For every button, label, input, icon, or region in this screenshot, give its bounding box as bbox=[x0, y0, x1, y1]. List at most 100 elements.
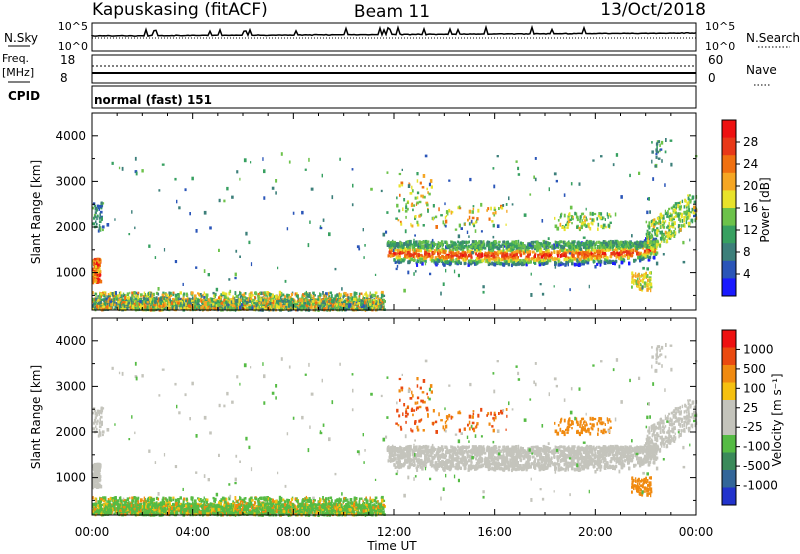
power-cell bbox=[290, 292, 293, 297]
power-cell bbox=[253, 307, 256, 312]
power-cell bbox=[200, 306, 202, 310]
power-cell bbox=[364, 300, 366, 305]
power-cell bbox=[108, 297, 111, 301]
power-cell bbox=[243, 292, 246, 296]
power-cell bbox=[347, 296, 350, 300]
power-cell bbox=[114, 306, 116, 310]
power-cell bbox=[329, 291, 333, 294]
power-cell bbox=[483, 246, 487, 250]
power-cell bbox=[272, 303, 275, 306]
power-cell bbox=[172, 298, 175, 301]
power-cell bbox=[124, 296, 126, 300]
power-cell bbox=[304, 292, 307, 296]
power-cell bbox=[98, 224, 101, 227]
power-cell bbox=[123, 302, 125, 306]
power-cell bbox=[94, 204, 96, 208]
power-cell bbox=[162, 303, 165, 308]
power-cell bbox=[94, 292, 97, 295]
power-cell bbox=[232, 295, 234, 300]
power-cell bbox=[324, 295, 327, 298]
power-cell bbox=[180, 301, 182, 305]
power-cell bbox=[150, 291, 152, 295]
power-cell bbox=[215, 292, 217, 297]
power-cell bbox=[365, 296, 369, 301]
power-cell bbox=[251, 294, 254, 297]
power-cell bbox=[291, 305, 293, 309]
power-cell bbox=[639, 258, 642, 263]
power-cell bbox=[238, 298, 241, 301]
power-cell bbox=[349, 293, 353, 297]
power-cell bbox=[100, 201, 103, 205]
power-cell bbox=[342, 295, 345, 298]
power-cell bbox=[200, 299, 203, 303]
power-cell bbox=[331, 305, 334, 308]
power-cell bbox=[137, 291, 140, 295]
power-cell bbox=[232, 299, 234, 303]
cpid-label: CPID bbox=[8, 89, 40, 103]
nave-tick-top: 60 bbox=[708, 53, 723, 67]
cpid-panel bbox=[91, 85, 697, 109]
power-cell bbox=[374, 291, 378, 295]
power-cell bbox=[223, 306, 226, 310]
power-cell bbox=[360, 299, 364, 302]
power-cell bbox=[178, 303, 180, 307]
power-cell bbox=[257, 294, 260, 297]
power-cell bbox=[97, 204, 101, 208]
power-cell bbox=[491, 261, 494, 266]
power-cell bbox=[95, 304, 99, 309]
power-cell bbox=[278, 299, 281, 304]
power-cell bbox=[115, 298, 118, 301]
power-cell bbox=[174, 293, 178, 298]
power-cell bbox=[554, 261, 557, 265]
power-cell bbox=[264, 304, 267, 308]
power-cell bbox=[172, 293, 175, 297]
power-cell bbox=[271, 299, 274, 302]
power-cell bbox=[99, 212, 101, 216]
power-cell bbox=[322, 307, 326, 312]
power-cell bbox=[147, 291, 149, 296]
power-cell bbox=[99, 279, 103, 284]
power-cell bbox=[131, 291, 134, 295]
power-cell bbox=[95, 294, 97, 299]
power-cell bbox=[175, 296, 178, 301]
power-cell bbox=[309, 295, 311, 299]
power-cell bbox=[348, 299, 351, 304]
power-cell bbox=[147, 295, 151, 300]
power-cell bbox=[250, 300, 252, 305]
power-cell bbox=[380, 299, 382, 302]
power-cell bbox=[272, 305, 275, 309]
nave-tick-bottom: 0 bbox=[708, 71, 716, 85]
cpid-value: normal (fast) 151 bbox=[94, 93, 212, 107]
noise-tick-right-top: 10^5 bbox=[705, 20, 735, 33]
power-cell bbox=[507, 262, 510, 267]
power-cell bbox=[312, 295, 315, 299]
power-cell bbox=[101, 216, 103, 221]
power-cell bbox=[130, 299, 133, 303]
power-cell bbox=[371, 307, 374, 310]
power-cell bbox=[97, 301, 100, 305]
power-cell bbox=[225, 292, 228, 296]
power-cell bbox=[343, 291, 346, 295]
power-cell bbox=[143, 296, 146, 300]
power-cell bbox=[122, 301, 126, 304]
power-cell bbox=[164, 299, 168, 302]
power-cell bbox=[109, 291, 112, 296]
power-cell bbox=[102, 228, 104, 232]
power-cell bbox=[264, 300, 266, 305]
power-cell bbox=[216, 300, 219, 303]
power-cell bbox=[236, 304, 238, 307]
power-cell bbox=[97, 281, 100, 284]
power-cell bbox=[149, 293, 152, 298]
power-cell bbox=[303, 302, 306, 305]
power-cell bbox=[225, 303, 229, 306]
power-cell bbox=[151, 300, 154, 304]
power-cell bbox=[287, 294, 290, 297]
power-cell bbox=[104, 292, 107, 297]
power-cell bbox=[248, 293, 251, 297]
power-cell bbox=[278, 293, 282, 297]
power-cell bbox=[199, 293, 202, 296]
power-cell bbox=[95, 265, 97, 269]
power-cell bbox=[147, 305, 150, 309]
power-cell bbox=[237, 294, 240, 297]
